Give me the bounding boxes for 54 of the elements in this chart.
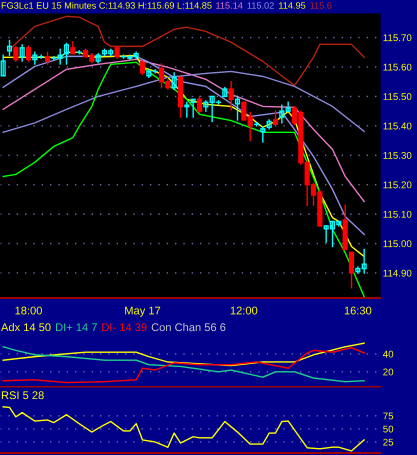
y-tick-label: 115.60 [384, 64, 412, 71]
chart-title: FG3Lc1 EU 15 Minutes C:114.93 H:115.69 L:114.85 [2, 2, 212, 9]
candlestick [6, 40, 12, 56]
candlestick [228, 80, 234, 110]
x-tick-label: May 17 [125, 306, 160, 317]
y-tick-label: 115.70 [384, 34, 412, 42]
series-label: RSI 5 28 [2, 391, 44, 400]
candlestick [190, 98, 196, 118]
y-tick-label: 75 [383, 412, 394, 420]
text: DI+ 14 7 [56, 323, 97, 332]
x-tick-label: 18:00 [15, 306, 42, 314]
text: DI- 14 39 [102, 323, 147, 332]
line-series [2, 58, 365, 202]
candlestick [26, 46, 32, 62]
candlestick [114, 46, 120, 59]
line-series [2, 70, 365, 134]
x-tick-label: 12:00 [230, 306, 258, 314]
y-tick-label: 115.50 [384, 93, 412, 100]
candlestick [172, 72, 177, 90]
candlestick [348, 252, 354, 288]
text: Adx 14 50 [1, 323, 51, 332]
annotation: Con Chan 56 6 [152, 323, 226, 332]
y-tick-label: 115.30 [384, 152, 412, 159]
y-tick-label: 115.20 [384, 181, 412, 188]
candlestick [140, 60, 146, 76]
y-tick-label: 50 [383, 426, 394, 433]
candlestick [260, 126, 266, 143]
y-tick-label: 40 [383, 350, 394, 358]
y-tick-label: 20 [383, 368, 394, 376]
x-tick-label: 16:30 [344, 306, 372, 314]
candlestick [0, 54, 6, 76]
text: 114.95 [279, 2, 306, 9]
y-tick-label: 25 [383, 438, 394, 446]
candlestick [44, 52, 50, 65]
candlestick [70, 41, 76, 54]
candlestick [20, 44, 25, 62]
y-tick-label: 115.00 [384, 240, 412, 248]
text: 115.02 [248, 2, 274, 9]
text: 115.6 [310, 2, 332, 9]
candlestick [13, 46, 18, 62]
candlestick [196, 96, 202, 114]
candlestick [222, 86, 228, 98]
y-tick-label: 114.90 [384, 270, 412, 277]
candlestick [96, 53, 101, 64]
line-series [2, 406, 365, 452]
candlestick [272, 110, 278, 126]
text: 115.14 [216, 2, 243, 9]
line-series [2, 342, 365, 366]
y-tick-label: 115.40 [384, 122, 412, 130]
y-tick-label: 115.10 [384, 210, 412, 218]
candlestick [184, 102, 190, 118]
candlestick [64, 42, 70, 65]
line-series [2, 62, 365, 298]
candlestick [234, 96, 240, 121]
